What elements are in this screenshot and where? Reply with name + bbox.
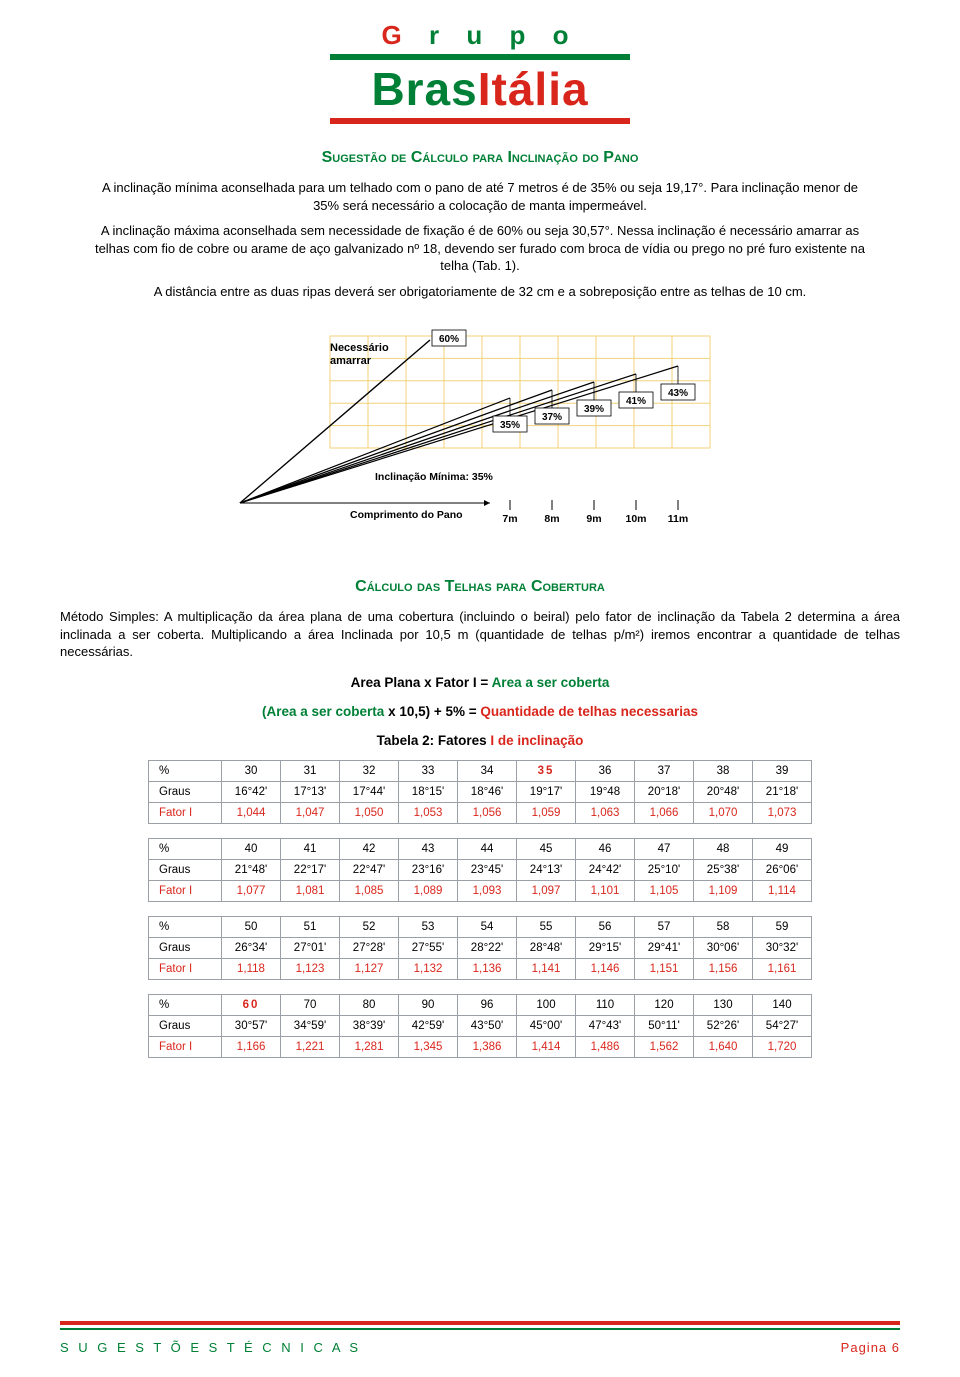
factor-table: %6070809096100110120130140Graus30°57'34°… [148,994,812,1058]
svg-text:35%: 35% [500,420,520,431]
factor-table: %40414243444546474849Graus21°48'22°17'22… [148,838,812,902]
formula1-b: Area a ser coberta [492,675,610,690]
svg-text:39%: 39% [584,404,604,415]
footer: S U G E S T Õ E S T É C N I C A S Pagina… [60,1321,900,1355]
logo-italia: Itália [478,63,589,115]
footer-right: Pagina 6 [841,1340,900,1355]
svg-text:60%: 60% [439,334,459,345]
svg-text:9m: 9m [586,513,601,525]
svg-text:43%: 43% [668,388,688,399]
formula2-b: Quantidade de telhas necessarias [480,704,698,719]
logo-underline-green [330,54,630,60]
svg-text:41%: 41% [626,396,646,407]
svg-text:11m: 11m [668,513,688,525]
svg-text:37%: 37% [542,412,562,423]
svg-text:7m: 7m [502,513,517,525]
formula1-a: Area Plana x Fator I [351,675,477,690]
svg-text:8m: 8m [544,513,559,525]
section2-p1: Método Simples: A multiplicação da área … [60,608,900,661]
section2-title: Cálculo das Telhas para Cobertura [60,578,900,596]
logo: G r u p o BrasItália [60,20,900,124]
section1-p3: A distância entre as duas ripas deverá s… [90,283,870,301]
table-caption: Tabela 2: Fatores I de inclinação [60,733,900,748]
footer-row: S U G E S T Õ E S T É C N I C A S Pagina… [60,1340,900,1355]
formula1: Area Plana x Fator I = Area a ser cobert… [60,675,900,690]
section1-p1: A inclinação mínima aconselhada para um … [90,179,870,214]
logo-bras: Bras [371,63,477,115]
logo-line2: BrasItália [60,62,900,116]
footer-line-green [60,1328,900,1330]
svg-text:Necessário: Necessário [330,342,389,354]
logo-g: G [382,20,412,50]
formula1-eq: = [477,675,492,690]
svg-text:amarrar: amarrar [330,355,372,367]
svg-text:Inclinação Mínima: 35%: Inclinação Mínima: 35% [375,471,494,483]
svg-text:10m: 10m [625,513,646,525]
chart-svg: Necessárioamarrar 60% 35% 37% 39% 41% 43% Incli… [200,318,760,548]
factor-table: %30313233343536373839Graus16°42'17°13'17… [148,760,812,824]
formula2: (Area a ser coberta x 10,5) + 5% = Quant… [60,704,900,719]
section1-title: Sugestão de Cálculo para Inclinação do P… [60,149,900,167]
formula2-a: (Area a ser coberta [262,704,384,719]
inclination-chart: Necessárioamarrar 60% 35% 37% 39% 41% 43% Incli… [200,318,760,548]
footer-left: S U G E S T Õ E S T É C N I C A S [60,1340,361,1355]
factor-tables: %30313233343536373839Graus16°42'17°13'17… [60,760,900,1058]
page: G r u p o BrasItália Sugestão de Cálculo… [0,0,960,1377]
section1-p2: A inclinação máxima aconselhada sem nece… [90,222,870,275]
logo-underline-red [330,118,630,124]
logo-line1: G r u p o [60,20,900,51]
svg-text:Comprimento do Pano: Comprimento do Pano [350,509,463,521]
footer-line-red [60,1321,900,1325]
logo-rupo: r u p o [429,20,578,50]
caption-a: Tabela 2: Fatores [377,733,491,748]
factor-table: %50515253545556575859Graus26°34'27°01'27… [148,916,812,980]
formula2-mid: x 10,5) + 5% = [384,704,480,719]
caption-b: I de inclinação [490,733,583,748]
